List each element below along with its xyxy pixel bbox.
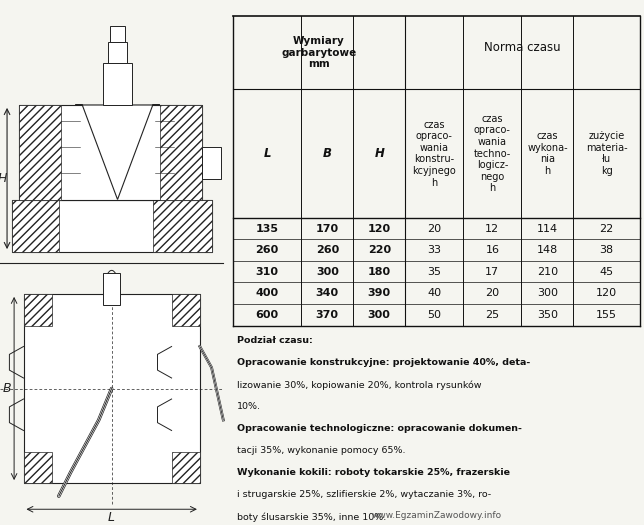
Text: czas
wykonа-
nia
h: czas wykonа- nia h [527,131,568,176]
Text: 20: 20 [427,224,441,234]
Text: Wymiary
garbarytowe
mm: Wymiary garbarytowe mm [281,36,357,69]
Text: 210: 210 [537,267,558,277]
Polygon shape [75,105,160,200]
Text: 16: 16 [486,245,499,255]
Text: 340: 340 [316,288,339,298]
Text: H: H [0,172,7,185]
Text: H: H [374,147,384,160]
Text: L: L [263,147,270,160]
Text: Podział czasu:: Podział czasu: [237,336,313,345]
Text: 17: 17 [486,267,500,277]
Bar [160,105,202,200]
Text: 45: 45 [600,267,614,277]
Text: 12: 12 [486,224,500,234]
Text: Opracowanie konstrukcyjne: projektowanie 40%, deta-: Opracowanie konstrukcyjne: projektowanie… [237,358,530,367]
Bar [104,63,131,105]
Text: 135: 135 [256,224,279,234]
Bar [111,26,124,42]
Bar [153,200,211,252]
Text: boty ślusarskie 35%, inne 10%.: boty ślusarskie 35%, inne 10%. [237,512,386,522]
Text: 370: 370 [316,310,339,320]
Text: 148: 148 [537,245,558,255]
Text: tacji 35%, wykonanie pomocy 65%.: tacji 35%, wykonanie pomocy 65%. [237,446,406,455]
Text: zużycie
materia-
łu
kg: zużycie materia- łu kg [586,131,627,176]
Bar [108,42,127,63]
Text: B: B [3,382,12,395]
Text: lizowanie 30%, kopiowanie 20%, kontrola rysunków: lizowanie 30%, kopiowanie 20%, kontrola … [237,380,482,390]
Text: 120: 120 [368,224,391,234]
Text: 600: 600 [256,310,279,320]
Text: 155: 155 [596,310,617,320]
Circle shape [108,381,115,396]
Text: 120: 120 [596,288,617,298]
Text: 310: 310 [256,267,279,277]
Text: 300: 300 [316,267,339,277]
Text: 180: 180 [368,267,391,277]
Text: 260: 260 [256,245,279,255]
Text: 25: 25 [486,310,500,320]
Text: 40: 40 [427,288,441,298]
Text: 38: 38 [600,245,614,255]
Text: 350: 350 [537,310,558,320]
Text: www.EgzaminZawodowy.info: www.EgzaminZawodowy.info [371,511,502,520]
Bar [104,273,120,304]
Text: 20: 20 [486,288,500,298]
Text: 170: 170 [316,224,339,234]
Text: B: B [323,147,332,160]
Bar [202,147,221,178]
Bar [12,200,59,252]
Text: 220: 220 [368,245,391,255]
Bar [23,294,200,483]
Text: Wykonanie kokili: roboty tokarskie 25%, frazerskie: Wykonanie kokili: roboty tokarskie 25%, … [237,468,510,477]
Bar [23,452,52,483]
Text: i strugarskie 25%, szlifierskie 2%, wytaczanie 3%, ro-: i strugarskie 25%, szlifierskie 2%, wyta… [237,490,491,499]
Text: Norma czasu: Norma czasu [484,41,561,54]
Bar [12,200,211,252]
Text: 10%.: 10%. [237,402,261,411]
Text: L: L [108,511,115,523]
Text: 50: 50 [427,310,441,320]
Text: 300: 300 [368,310,391,320]
Text: 260: 260 [316,245,339,255]
Text: 22: 22 [600,224,614,234]
Text: czas
opracо-
wania
konstru-
kcyjnego
h: czas opracо- wania konstru- kcyjnego h [412,120,456,187]
Bar [19,105,202,200]
Text: 33: 33 [427,245,441,255]
Text: 390: 390 [368,288,391,298]
Text: 35: 35 [427,267,441,277]
Bar [23,294,52,325]
Text: 114: 114 [537,224,558,234]
Text: Opracowanie technologiczne: opracowanie dokumen-: Opracowanie technologiczne: opracowanie … [237,424,522,433]
Text: 300: 300 [537,288,558,298]
Text: czas
opracо-
wania
techno-
logicz-
nego
h: czas opracо- wania techno- logicz- nego … [474,114,511,193]
Bar [171,294,200,325]
Bar [19,105,61,200]
Text: 400: 400 [256,288,279,298]
Bar [171,452,200,483]
